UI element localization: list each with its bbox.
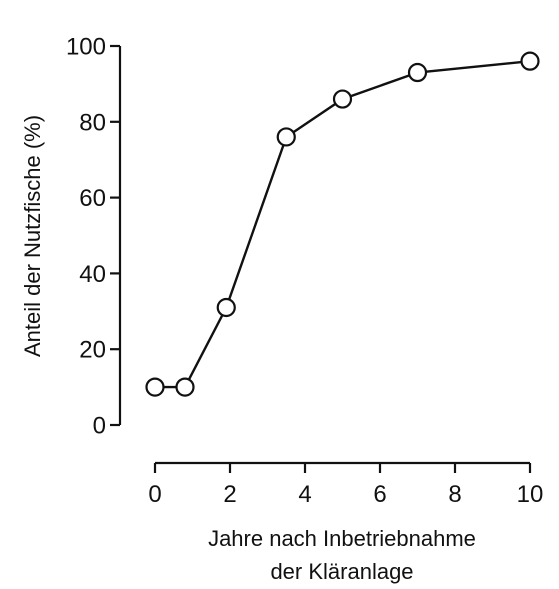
x-tick-label: 10 <box>517 481 544 508</box>
data-point <box>407 62 428 83</box>
x-axis-title-line-2: der Kläranlage <box>270 559 413 584</box>
y-tick-label: 60 <box>79 185 106 212</box>
x-axis-title-line-1: Jahre nach Inbetriebnahme <box>208 526 476 551</box>
data-point <box>175 377 195 397</box>
x-tick-label: 0 <box>148 481 161 508</box>
data-point <box>145 377 165 397</box>
plot-area <box>145 51 540 397</box>
y-tick-label: 20 <box>79 337 106 364</box>
x-tick-label: 2 <box>223 481 236 508</box>
y-axis-title: Anteil der Nutzfische (%) <box>20 115 45 357</box>
data-point <box>276 127 296 147</box>
data-point <box>332 89 353 109</box>
x-tick-label: 4 <box>298 481 311 508</box>
x-tick-label: 6 <box>373 481 386 508</box>
x-axis: 0 2 4 6 8 10 <box>148 461 544 508</box>
y-tick-label: 0 <box>93 413 106 440</box>
x-tick-label: 8 <box>448 481 461 508</box>
y-tick-label: 40 <box>79 261 106 288</box>
series-line <box>155 60 531 389</box>
data-point <box>216 297 236 318</box>
y-tick-label: 100 <box>66 34 106 61</box>
data-point <box>520 51 540 71</box>
y-axis: 0 20 40 60 80 100 <box>66 34 122 440</box>
y-tick-label: 80 <box>79 109 106 136</box>
